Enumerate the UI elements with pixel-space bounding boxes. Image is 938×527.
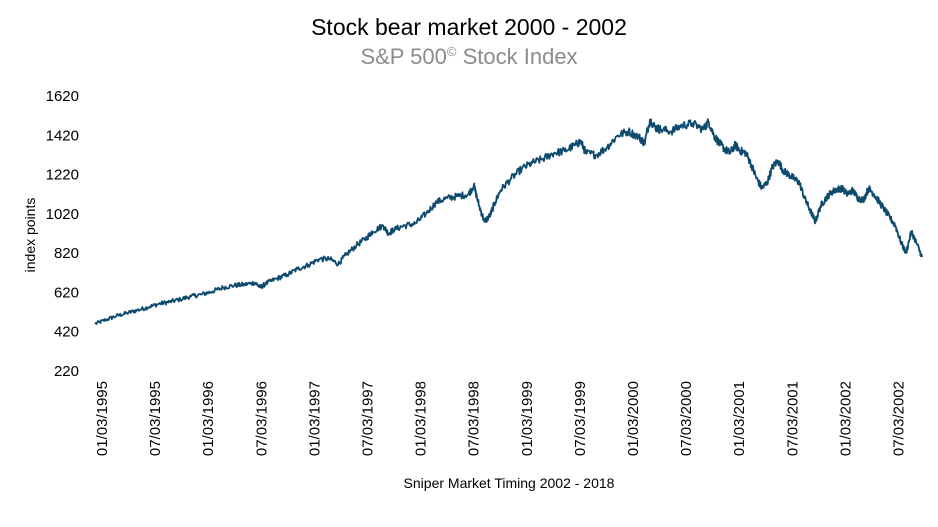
x-axis-ticks: 01/03/1995 07/03/1995 01/03/1996 07/03/1996… bbox=[94, 381, 908, 456]
x-axis-label: Sniper Market Timing 2002 - 2018 bbox=[404, 475, 615, 491]
x-tick-label: 01/03/1996 bbox=[200, 381, 217, 456]
x-tick-label: 01/03/1995 bbox=[94, 381, 111, 456]
x-tick-label: 07/03/2000 bbox=[678, 381, 695, 456]
chart-title: Stock bear market 2000 - 2002 bbox=[311, 14, 627, 40]
y-tick-label: 1020 bbox=[46, 206, 79, 223]
x-tick-label: 01/03/2000 bbox=[625, 381, 642, 456]
x-tick-label: 01/03/2001 bbox=[731, 381, 748, 456]
y-axis-ticks: 220 420 620 820 1020 1220 1420 1620 bbox=[46, 88, 79, 380]
x-tick-label: 01/03/1998 bbox=[413, 381, 430, 456]
x-tick-label: 01/03/1999 bbox=[519, 381, 536, 456]
y-tick-label: 1220 bbox=[46, 167, 79, 184]
x-tick-label: 07/03/1996 bbox=[253, 381, 270, 456]
y-tick-label: 1620 bbox=[46, 88, 79, 105]
x-tick-label: 07/03/2001 bbox=[784, 381, 801, 456]
subtitle-copyright: © bbox=[446, 44, 457, 59]
x-tick-label: 07/03/1999 bbox=[572, 381, 589, 456]
y-tick-label: 1420 bbox=[46, 127, 79, 144]
chart-subtitle: S&P 500© Stock Index bbox=[0, 44, 938, 70]
y-axis-label: index points bbox=[22, 198, 38, 273]
series-line-sp500 bbox=[94, 118, 923, 325]
y-tick-label: 820 bbox=[54, 245, 79, 262]
subtitle-rest: Stock Index bbox=[456, 44, 578, 69]
subtitle-main: S&P 500 bbox=[360, 44, 447, 69]
x-tick-label: 07/03/1995 bbox=[147, 381, 164, 456]
y-tick-label: 420 bbox=[54, 324, 79, 341]
x-tick-label: 07/03/2002 bbox=[891, 381, 908, 456]
x-tick-label: 01/03/1997 bbox=[306, 381, 323, 456]
y-tick-label: 620 bbox=[54, 284, 79, 301]
x-tick-label: 01/03/2002 bbox=[837, 381, 854, 456]
x-tick-label: 07/03/1997 bbox=[360, 381, 377, 456]
y-tick-label: 220 bbox=[54, 363, 79, 380]
x-tick-label: 07/03/1998 bbox=[466, 381, 483, 456]
